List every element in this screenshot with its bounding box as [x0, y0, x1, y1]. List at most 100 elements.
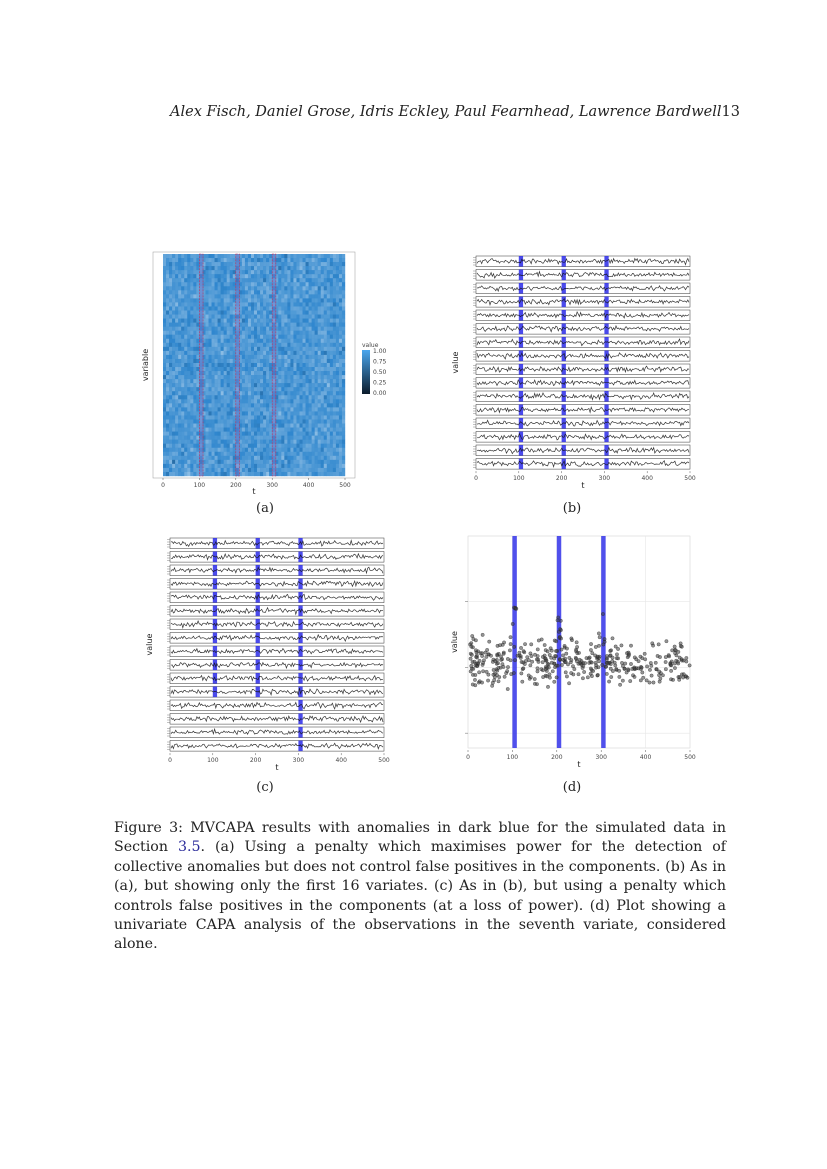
- heatmap-cell: [329, 419, 334, 424]
- heatmap-cell: [196, 439, 200, 444]
- legend-title: value: [362, 342, 379, 349]
- heatmap-cell: [317, 298, 321, 303]
- heatmap-cell: [269, 443, 273, 448]
- heatmap-cell: [278, 471, 282, 477]
- series-line: [476, 446, 690, 455]
- heatmap-cell: [338, 342, 343, 348]
- heatmap-cell: [232, 274, 236, 279]
- data-point: [681, 658, 686, 663]
- heatmap-cell: [196, 346, 200, 352]
- heatmap-cell: [169, 439, 173, 444]
- heatmap-cell: [175, 298, 179, 303]
- heatmap-cell: [335, 387, 340, 392]
- heatmap-cell: [235, 391, 240, 396]
- heatmap-cell: [335, 306, 340, 311]
- heatmap-cell: [175, 314, 179, 319]
- heatmap-cell: [208, 270, 212, 275]
- heatmap-cell: [263, 435, 267, 440]
- heatmap-cell: [178, 423, 182, 428]
- heatmap-cell: [235, 302, 240, 307]
- heatmap-cell: [208, 367, 212, 372]
- data-point: [641, 675, 646, 680]
- heatmap-cell: [323, 302, 327, 307]
- heatmap-cell: [329, 395, 334, 400]
- heatmap-cell: [272, 362, 276, 368]
- heatmap-cell: [205, 403, 209, 408]
- heatmap-cell: [329, 350, 334, 356]
- heatmap-cell: [299, 302, 303, 307]
- heatmap-cell: [193, 395, 197, 400]
- heatmap-cell: [290, 383, 294, 388]
- heatmap-cell: [317, 254, 321, 259]
- heatmap-cell: [205, 435, 209, 440]
- heatmap-cell: [320, 399, 324, 404]
- heatmap-cell: [250, 459, 255, 465]
- heatmap-cell: [175, 362, 179, 368]
- heatmap-cell: [208, 254, 212, 259]
- heatmap-cell: [178, 435, 182, 440]
- heatmap-cell: [293, 431, 297, 436]
- heatmap-cell: [202, 362, 206, 368]
- heatmap-cell: [269, 306, 273, 311]
- heatmap-cell: [323, 455, 327, 461]
- heatmap-cell: [314, 427, 318, 432]
- section-reference-link[interactable]: 3.5: [177, 839, 201, 856]
- heatmap-cell: [247, 306, 252, 311]
- heatmap-cell: [332, 431, 337, 436]
- heatmap-cell: [269, 338, 273, 343]
- heatmap-cell: [229, 282, 233, 287]
- data-point: [648, 661, 653, 665]
- heatmap-cell: [220, 403, 224, 408]
- heatmap-cell: [199, 439, 203, 444]
- data-point: [669, 663, 674, 668]
- facet-panel: [475, 350, 691, 362]
- heatmap-cell: [263, 451, 267, 457]
- data-point: [645, 664, 649, 669]
- heatmap-cell: [202, 423, 206, 428]
- heatmap-cell: [217, 451, 221, 457]
- heatmap-cell: [235, 403, 240, 408]
- figure-panel-d: 0 100 200 300 400 500 t value: [448, 532, 698, 777]
- heatmap-cell: [184, 326, 188, 331]
- heatmap-cell: [238, 298, 243, 303]
- heatmap-cell: [272, 375, 276, 380]
- heatmap-cell: [172, 266, 176, 271]
- heatmap-cell: [217, 395, 221, 400]
- heatmap-cell: [169, 467, 173, 473]
- heatmap-cell: [199, 387, 203, 392]
- panel-label-d: (d): [562, 780, 582, 795]
- heatmap-cell: [335, 270, 340, 275]
- heatmap-cell: [281, 383, 285, 388]
- heatmap-cell: [269, 334, 273, 339]
- heatmap-cell: [193, 455, 197, 461]
- heatmap-cell: [275, 435, 279, 440]
- heatmap-cell: [260, 302, 264, 307]
- heatmap-cell: [244, 403, 249, 408]
- heatmap-cell: [208, 451, 212, 457]
- heatmap-cell: [263, 463, 267, 469]
- heatmap-cell: [317, 346, 321, 352]
- heatmap-cell: [184, 427, 188, 432]
- data-point: [495, 668, 500, 673]
- heatmap-cell: [284, 387, 288, 392]
- data-point: [474, 648, 478, 653]
- series-line: [170, 674, 383, 682]
- heatmap-cell: [166, 375, 170, 380]
- heatmap-cell: [214, 330, 218, 335]
- heatmap-cell: [250, 391, 255, 396]
- anomaly-band: [255, 632, 260, 644]
- heatmap-cell: [217, 318, 221, 323]
- heatmap-cell: [311, 274, 315, 279]
- heatmap-cell: [187, 338, 191, 343]
- heatmap-cell: [305, 290, 309, 295]
- heatmap-cell: [275, 322, 279, 327]
- heatmap-cell: [293, 266, 297, 271]
- heatmap-cell: [163, 471, 167, 477]
- heatmap-cell: [320, 322, 324, 327]
- heatmap-cell: [241, 467, 246, 473]
- heatmap-cell: [175, 443, 179, 448]
- series-line: [476, 310, 690, 319]
- heatmap-cell: [281, 467, 285, 473]
- heatmap-cell: [263, 439, 267, 444]
- heatmap-cell: [196, 322, 200, 327]
